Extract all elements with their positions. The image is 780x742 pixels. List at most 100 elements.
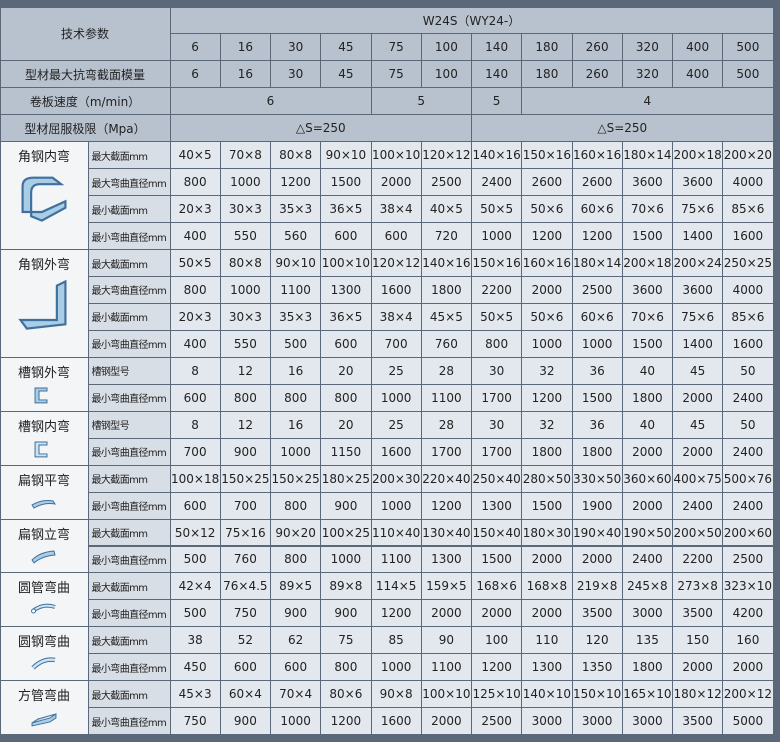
value: 165×10 [622,681,672,708]
value: 3500 [572,600,622,627]
section-icon [34,387,48,404]
spec-value: △S=250 [472,115,773,142]
value: 45×3 [170,681,220,708]
value: 550 [220,223,270,250]
value: 160×16 [522,250,572,276]
value: 140×10 [522,681,572,708]
param-label: 最大截面mm [88,681,170,708]
spec-value: 400 [673,61,723,88]
value: 1300 [321,277,371,303]
section-cell: 角钢外弯 [0,250,88,357]
value: 1000 [271,438,321,465]
value: 760 [421,330,471,357]
value: 75 [321,627,371,654]
value: 8 [170,411,220,438]
value: 1000 [220,277,270,303]
param-label: 最大截面mm [88,465,170,492]
value: 2000 [673,438,723,465]
spec-label: 卷板速度（m/min） [0,88,170,115]
value: 40×5 [170,142,220,169]
spec-value: 260 [572,61,622,88]
value: 1000 [220,169,270,196]
value: 200×18 [622,250,672,276]
value: 168×8 [522,573,572,600]
param-label: 最大弯曲直径mm [88,169,170,196]
spec-value: 75 [371,61,421,88]
spec-value: 6 [170,61,220,88]
spec-value: 500 [723,61,773,88]
value: 1600 [723,330,773,357]
value: 32 [522,357,572,384]
value: 4200 [723,600,773,627]
value: 36 [572,357,622,384]
value: 60×6 [572,196,622,223]
value: 360×60 [622,465,672,492]
value: 500 [170,546,220,573]
value: 50 [723,357,773,384]
value: 100×10 [371,142,421,169]
value: 35×3 [271,196,321,223]
section-cell: 方管弯曲 [0,681,88,735]
value: 160×16 [572,142,622,169]
value: 750 [170,708,220,735]
value: 700 [220,492,270,519]
spec-value: 16 [220,61,270,88]
value: 150×16 [522,142,572,169]
value: 600 [170,384,220,411]
value: 800 [220,384,270,411]
value: 200×30 [371,465,421,492]
value: 2500 [472,708,522,735]
value: 110 [522,627,572,654]
value: 120 [572,627,622,654]
spec-value: 4 [522,88,773,115]
size: 260 [572,34,622,61]
value: 40 [622,357,672,384]
value: 150×25 [220,465,270,492]
value: 89×5 [271,573,321,600]
section-icon [31,657,56,670]
value: 45×5 [421,303,471,330]
value: 80×8 [271,142,321,169]
value: 1700 [472,438,522,465]
size: 16 [220,34,270,61]
section-name: 方管弯曲 [17,689,70,705]
value: 1400 [673,223,723,250]
value: 2500 [572,277,622,303]
value: 1900 [572,492,622,519]
spec-value: 140 [472,61,522,88]
value: 80×8 [220,250,270,276]
size: 75 [371,34,421,61]
value: 400 [170,223,220,250]
value: 200×20 [723,142,773,169]
value: 159×5 [421,573,471,600]
section-icon [34,441,48,458]
value: 50×6 [522,196,572,223]
section-cell: 槽钢外弯 [0,357,88,411]
value: 1000 [371,654,421,681]
value: 150 [673,627,723,654]
value: 800 [472,330,522,357]
model: W24S（WY24-） [170,7,773,34]
value: 50×5 [472,303,522,330]
value: 30×3 [220,196,270,223]
spec-value: 5 [472,88,522,115]
param-label: 最大截面mm [88,573,170,600]
value: 5000 [723,708,773,735]
value: 600 [220,654,270,681]
param-label: 最小弯曲直径mm [88,438,170,465]
value: 30 [472,357,522,384]
param-label: 最小弯曲直径mm [88,330,170,357]
value: 85×6 [723,303,773,330]
param-label: 最大截面mm [88,250,170,276]
value: 1800 [622,384,672,411]
section-icon [31,713,57,727]
value: 2000 [622,492,672,519]
value: 160 [723,627,773,654]
value: 219×8 [572,573,622,600]
value: 273×8 [673,573,723,600]
section-name: 扁钢平弯 [17,473,70,489]
value: 2000 [522,546,572,573]
value: 1500 [321,169,371,196]
value: 190×40 [572,519,622,546]
